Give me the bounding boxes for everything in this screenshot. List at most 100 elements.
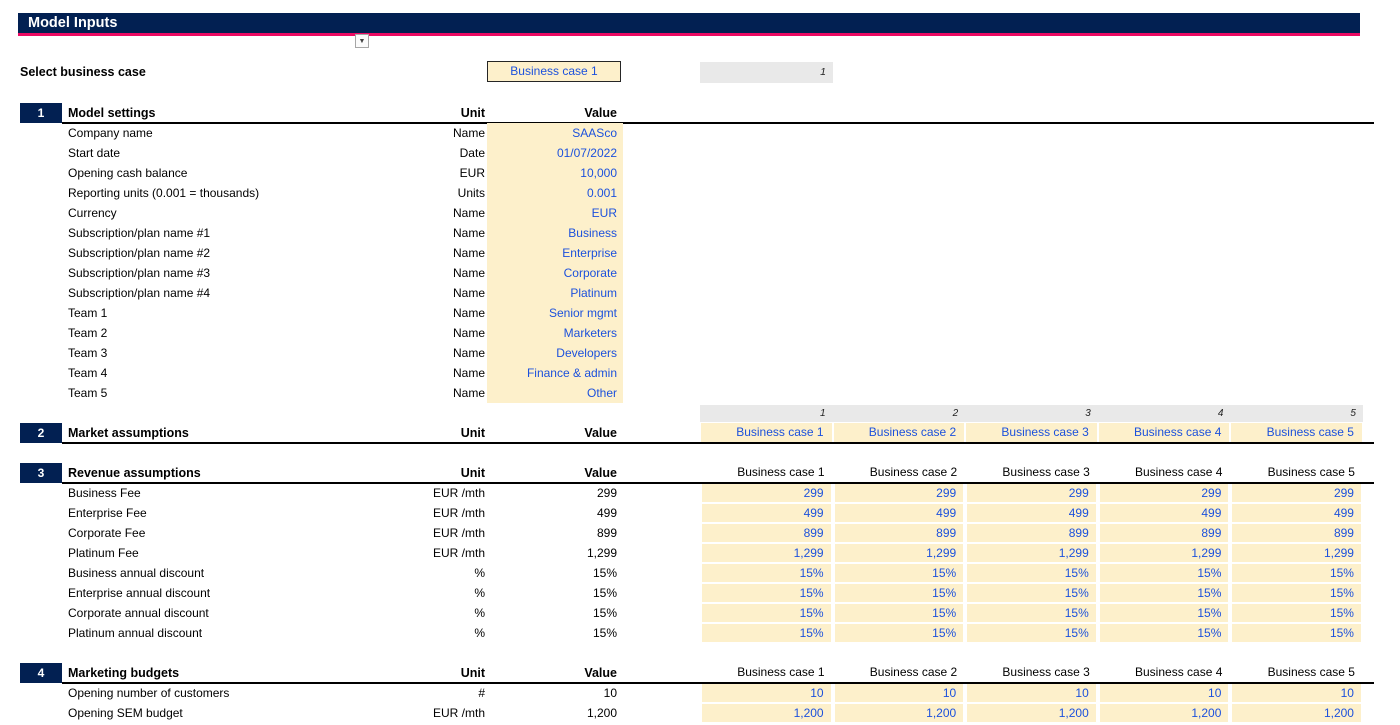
business-case-value-cell[interactable]: 15% [834,564,964,582]
business-case-value-cell[interactable]: 15% [834,584,964,602]
business-case-value-cell[interactable]: 1,200 [834,704,964,722]
row-value-cell: 15% [592,606,617,620]
row-value-cell: 899 [596,526,617,540]
row-label: Subscription/plan name #3 [68,266,211,280]
business-case-value-cell[interactable]: 1,299 [967,544,1096,562]
row-unit-cell: # [478,686,485,700]
business-case-value-cell[interactable]: 499 [1232,504,1361,522]
business-case-value-cell[interactable]: 15% [702,624,831,642]
business-case-value-cell[interactable]: 1,299 [1232,544,1361,562]
business-case-value-cell[interactable]: 15% [1232,564,1361,582]
business-case-value-cell[interactable]: 499 [1099,504,1229,522]
business-case-value-cell[interactable]: 899 [834,524,964,542]
unit-column-header: Unit [460,466,485,480]
business-case-value-cell[interactable]: 15% [1232,624,1361,642]
section-title: Revenue assumptions [68,466,201,480]
business-case-value-cell[interactable]: 15% [967,564,1096,582]
business-case-value-cell[interactable]: 499 [702,504,831,522]
business-case-value-cell[interactable]: 299 [967,484,1096,502]
row-value-cell[interactable]: Senior mgmt [487,303,623,323]
business-case-value-cell[interactable]: 1,299 [834,544,964,562]
business-case-dropdown[interactable]: Business case 1 [487,61,621,82]
section-header-rule [62,442,1374,444]
business-case-value-cell[interactable]: 15% [702,584,831,602]
business-case-value-cell[interactable]: 10 [702,684,831,702]
business-case-value-cell[interactable]: 10 [1099,684,1229,702]
row-label: Corporate annual discount [68,606,209,620]
business-case-value-cell[interactable]: 15% [1099,584,1229,602]
business-case-column-header[interactable]: Business case 4 [1098,423,1230,442]
row-unit-cell: % [474,566,485,580]
row-value-cell[interactable]: Business [487,223,623,243]
business-case-column-header: Business case 5 [1267,665,1355,679]
row-value-cell: 299 [596,486,617,500]
business-case-value-cell[interactable]: 10 [834,684,964,702]
business-case-value-cell[interactable]: 15% [967,584,1096,602]
business-case-value-cell[interactable]: 899 [1099,524,1229,542]
business-case-value-cell[interactable]: 299 [702,484,831,502]
business-case-value-cell[interactable]: 15% [1232,604,1361,622]
business-case-value-cell[interactable]: 10 [1232,684,1361,702]
row-label: Business annual discount [68,566,205,580]
business-case-value-cell[interactable]: 10 [967,684,1096,702]
row-unit-cell: Name [452,326,485,340]
business-case-value-cell[interactable]: 1,200 [1099,704,1229,722]
business-case-value-cell[interactable]: 1,299 [1099,544,1229,562]
business-case-value-cell[interactable]: 15% [1099,624,1229,642]
business-case-column-header: Business case 2 [869,465,958,479]
business-case-value-cell[interactable]: 15% [702,604,831,622]
business-case-value-cell[interactable]: 899 [702,524,831,542]
row-value-cell[interactable]: SAASco [487,123,623,143]
business-case-value-cell[interactable]: 1,200 [967,704,1096,722]
business-case-value-cell[interactable]: 299 [1232,484,1361,502]
row-value-cell: 10 [603,686,617,700]
business-case-value-cell[interactable]: 15% [702,564,831,582]
row-value-cell[interactable]: Enterprise [487,243,623,263]
row-value-cell[interactable]: 0.001 [487,183,623,203]
row-value-cell[interactable]: Corporate [487,263,623,283]
business-case-value-cell[interactable]: 899 [967,524,1096,542]
business-case-value-cell[interactable]: 15% [1099,604,1229,622]
business-case-value-cell[interactable]: 299 [834,484,964,502]
row-label: Team 3 [68,346,108,360]
row-unit-cell: EUR /mth [432,706,485,720]
row-label: Business Fee [68,486,141,500]
business-case-value-cell[interactable]: 299 [1099,484,1229,502]
business-case-column-header[interactable]: Business case 1 [701,423,832,442]
row-value-cell[interactable]: 10,000 [487,163,623,183]
business-case-value-cell[interactable]: 15% [834,604,964,622]
business-case-value-cell[interactable]: 499 [834,504,964,522]
business-case-value-cell[interactable]: 1,200 [702,704,831,722]
business-case-value-cell[interactable]: 15% [1099,564,1229,582]
business-case-value-cell[interactable]: 499 [967,504,1096,522]
business-case-value-cell[interactable]: 15% [834,624,964,642]
row-unit-cell: EUR /mth [432,546,485,560]
row-value-cell[interactable]: Developers [487,343,623,363]
business-case-value-cell[interactable]: 1,200 [1232,704,1361,722]
business-case-value-cell[interactable]: 15% [967,624,1096,642]
row-label: Team 4 [68,366,108,380]
row-value-cell[interactable]: Finance & admin [487,363,623,383]
row-value-cell[interactable]: Platinum [487,283,623,303]
row-value-cell[interactable]: Other [487,383,623,403]
row-value-cell: 499 [596,506,617,520]
business-case-value-cell[interactable]: 15% [967,604,1096,622]
row-value-cell[interactable]: 01/07/2022 [487,143,623,163]
business-case-column-header: Business case 1 [737,665,825,679]
row-value-cell[interactable]: EUR [487,203,623,223]
business-case-value-cell[interactable]: 1,299 [702,544,831,562]
business-case-column-header: Business case 1 [737,465,825,479]
business-case-column-header[interactable]: Business case 3 [966,423,1097,442]
row-unit-cell: Units [457,186,485,200]
row-value-cell[interactable]: Marketers [487,323,623,343]
business-case-column-header[interactable]: Business case 5 [1231,423,1362,442]
row-label: Platinum annual discount [68,626,203,640]
section-number-badge: 2 [20,423,62,443]
business-case-value-cell[interactable]: 899 [1232,524,1361,542]
business-case-column-header[interactable]: Business case 2 [833,423,965,442]
row-label: Team 2 [68,326,108,340]
row-label: Opening number of customers [68,686,230,700]
business-case-value-cell[interactable]: 15% [1232,584,1361,602]
dropdown-arrow-button[interactable]: ▼ [355,34,369,48]
